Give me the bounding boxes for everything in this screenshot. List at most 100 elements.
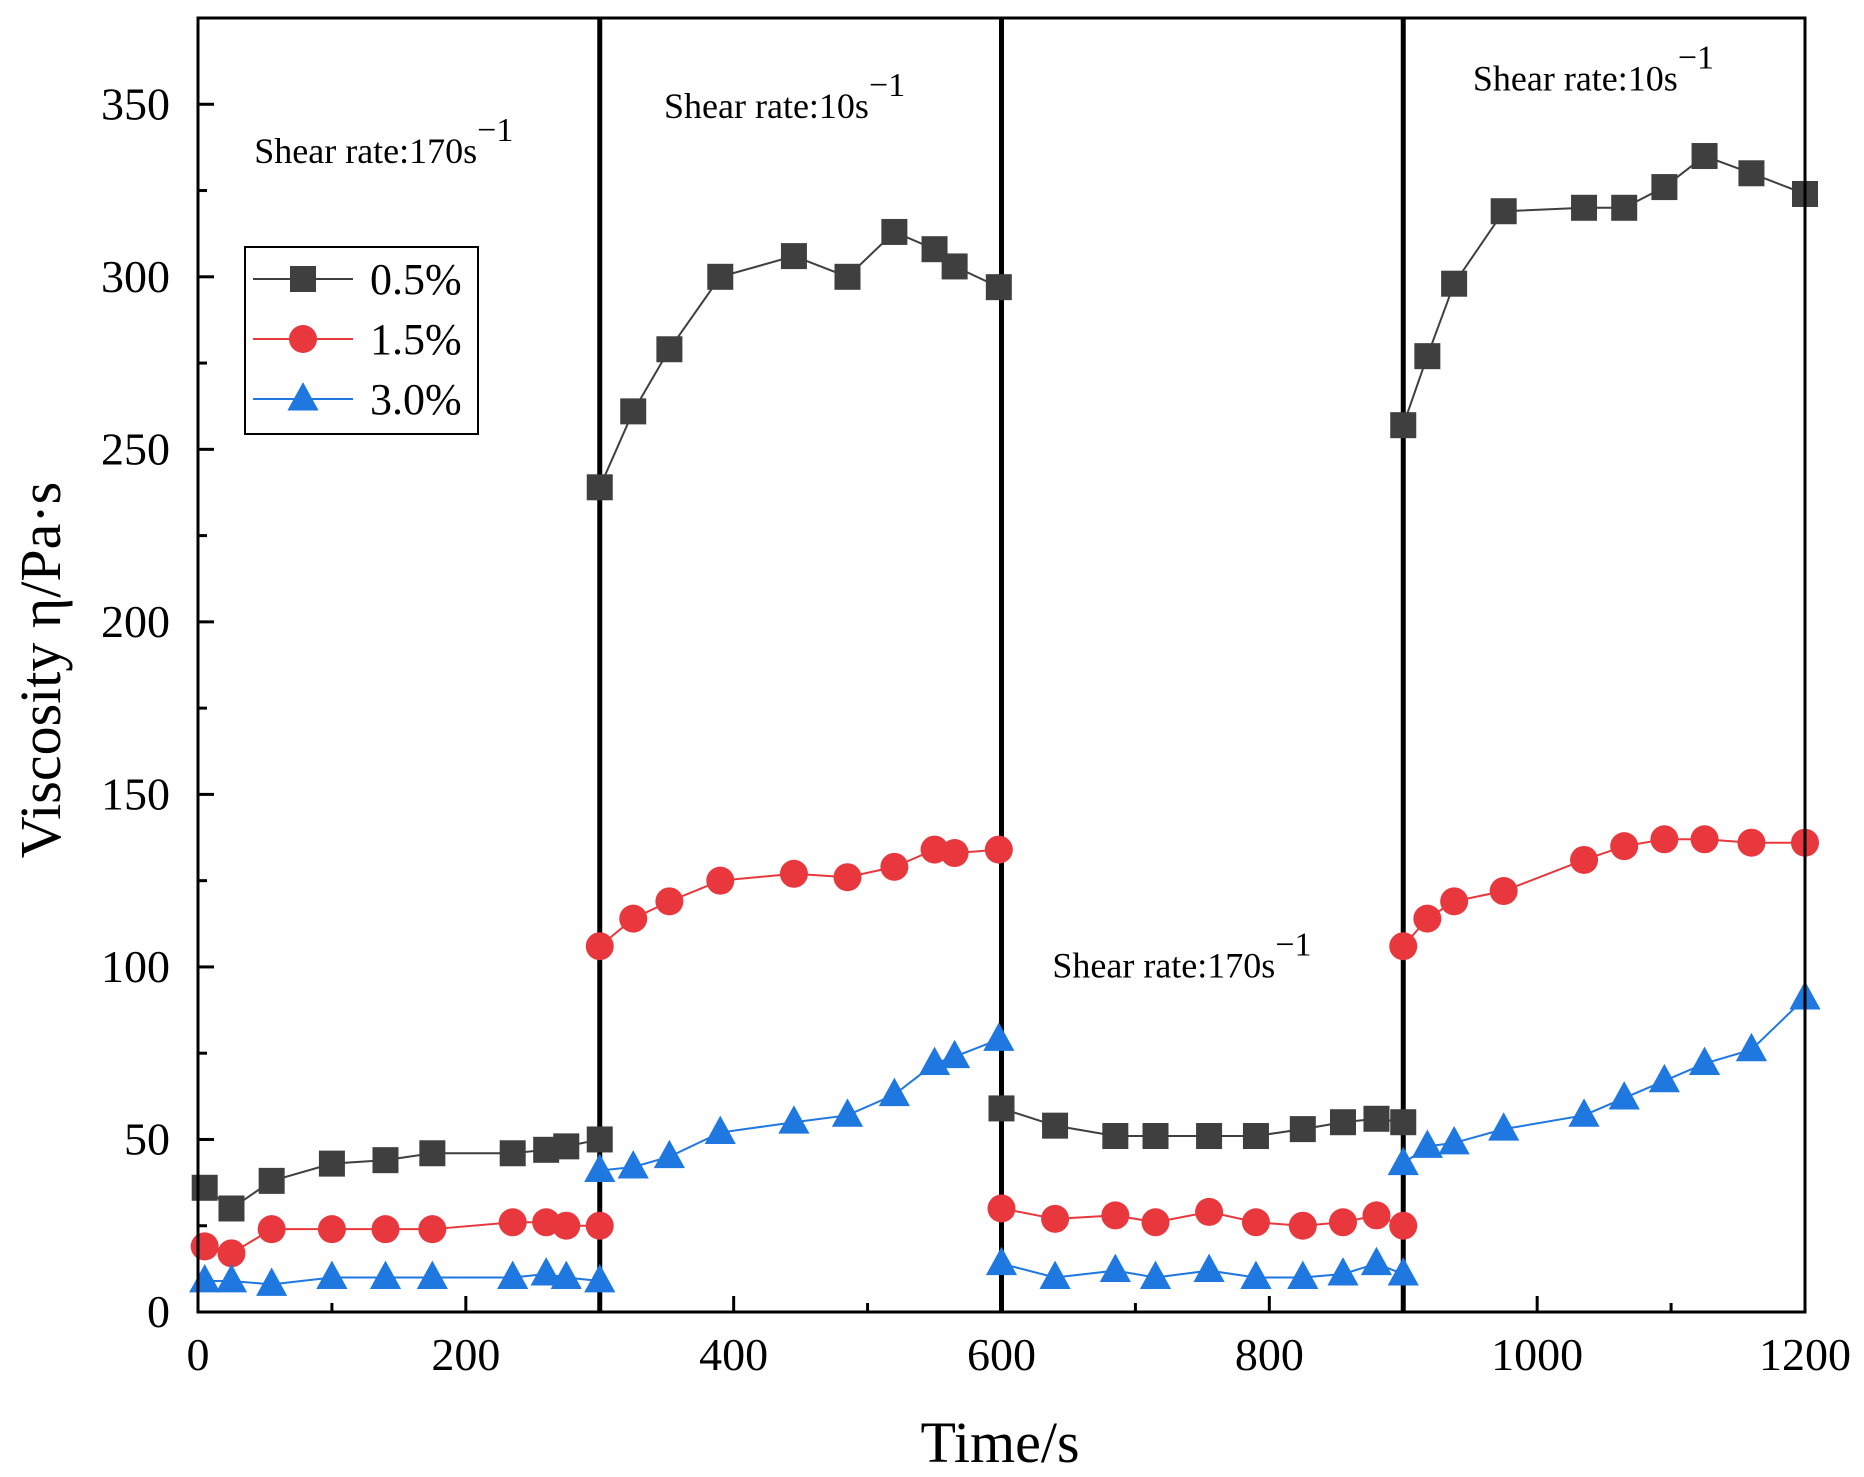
x-tick-label: 1000: [1491, 1329, 1583, 1380]
y-axis-title: Viscosity η/Pa·s: [8, 482, 73, 858]
data-point: [1389, 932, 1418, 961]
data-point: [1041, 1204, 1070, 1233]
data-point: [586, 1126, 613, 1153]
data-point: [940, 839, 969, 868]
data-point: [215, 1264, 248, 1293]
y-tick-label: 100: [101, 941, 170, 992]
data-point: [550, 1260, 582, 1289]
shear-rate-label: Shear rate:170s−1: [1052, 926, 1311, 985]
data-point: [419, 1140, 446, 1167]
data-point: [1242, 1123, 1269, 1150]
data-point: [1329, 1109, 1356, 1136]
y-tick-label: 350: [101, 78, 170, 129]
data-point: [497, 1260, 529, 1289]
legend-marker: [289, 325, 317, 353]
data-point: [983, 1022, 1015, 1051]
data-point: [585, 932, 614, 961]
x-tick-label: 0: [187, 1329, 210, 1380]
x-axis-title: Time/s: [920, 1410, 1079, 1475]
data-point: [1735, 1032, 1768, 1062]
x-tick-label: 400: [699, 1329, 768, 1380]
legend: 0.5% 1.5% 3.0%: [244, 246, 479, 435]
x-tick-label: 1200: [1759, 1329, 1851, 1380]
data-point: [1651, 174, 1678, 201]
data-point: [1099, 1253, 1131, 1283]
data-point: [1288, 1211, 1317, 1240]
data-point: [1411, 1129, 1443, 1158]
y-tick-label: 200: [101, 596, 170, 647]
data-point: [706, 866, 735, 895]
data-point: [1328, 1208, 1357, 1237]
data-point: [1688, 1046, 1721, 1076]
series-line: [1001, 1262, 1404, 1279]
legend-marker: [287, 382, 319, 411]
data-point: [1691, 143, 1718, 170]
data-point: [1139, 1260, 1172, 1289]
data-point: [704, 1115, 736, 1145]
data-point: [1611, 194, 1638, 221]
data-point: [941, 253, 968, 280]
data-point: [833, 863, 862, 892]
data-point: [617, 1150, 649, 1179]
data-point: [1042, 1112, 1069, 1139]
data-point: [318, 1150, 345, 1177]
data-point: [1438, 1125, 1470, 1155]
data-point: [1610, 832, 1639, 861]
data-point: [1650, 825, 1679, 854]
series-line: [1001, 1107, 1404, 1138]
data-point: [1489, 877, 1518, 906]
data-point: [987, 1194, 1016, 1223]
legend-item: 0.5%: [253, 255, 462, 304]
data-point: [317, 1215, 346, 1244]
data-point: [191, 1174, 218, 1201]
data-point: [499, 1140, 526, 1167]
series-triangle: [189, 981, 1821, 1296]
data-point: [620, 398, 647, 425]
data-point: [1360, 1246, 1393, 1276]
data-point: [1571, 194, 1598, 221]
data-point: [1142, 1123, 1169, 1150]
data-point: [372, 1147, 399, 1174]
data-point: [878, 1077, 910, 1107]
legend-item: 3.0%: [253, 375, 462, 424]
legend-label: 3.0%: [370, 375, 462, 424]
data-point: [656, 336, 683, 363]
series-circle: [190, 825, 1819, 1268]
data-point: [418, 1215, 447, 1244]
data-point: [619, 904, 648, 933]
series-layer: [189, 143, 1821, 1296]
data-point: [1289, 1116, 1316, 1143]
data-point: [1390, 1109, 1417, 1136]
data-point: [1039, 1260, 1071, 1289]
data-point: [1363, 1105, 1390, 1132]
series-line: [1402, 997, 1806, 1165]
data-point: [1387, 1146, 1419, 1176]
shear-rate-label: Shear rate:10s−1: [1473, 39, 1714, 98]
data-point: [779, 859, 808, 888]
data-point: [1414, 343, 1441, 370]
data-point: [584, 1264, 616, 1293]
data-point: [552, 1211, 581, 1240]
data-point: [1390, 412, 1417, 439]
data-point: [1240, 1260, 1272, 1289]
legend-label: 1.5%: [370, 315, 462, 364]
data-point: [985, 1246, 1018, 1276]
data-point: [939, 1039, 971, 1069]
series-line: [1402, 838, 1805, 947]
data-point: [217, 1239, 246, 1268]
y-axis: 0 50 100 150 200 250 300 350: [101, 78, 214, 1337]
legend-item: 1.5%: [253, 315, 462, 364]
data-point: [1690, 825, 1719, 854]
y-tick-label: 150: [101, 768, 170, 819]
data-point: [1241, 1208, 1270, 1237]
data-point: [1196, 1123, 1223, 1150]
series-line: [1402, 154, 1806, 426]
data-point: [584, 1153, 616, 1182]
data-point: [1102, 1123, 1129, 1150]
data-point: [1387, 1257, 1419, 1286]
x-tick-label: 600: [967, 1329, 1036, 1380]
y-tick-label: 250: [101, 423, 170, 474]
data-point: [1490, 198, 1517, 225]
